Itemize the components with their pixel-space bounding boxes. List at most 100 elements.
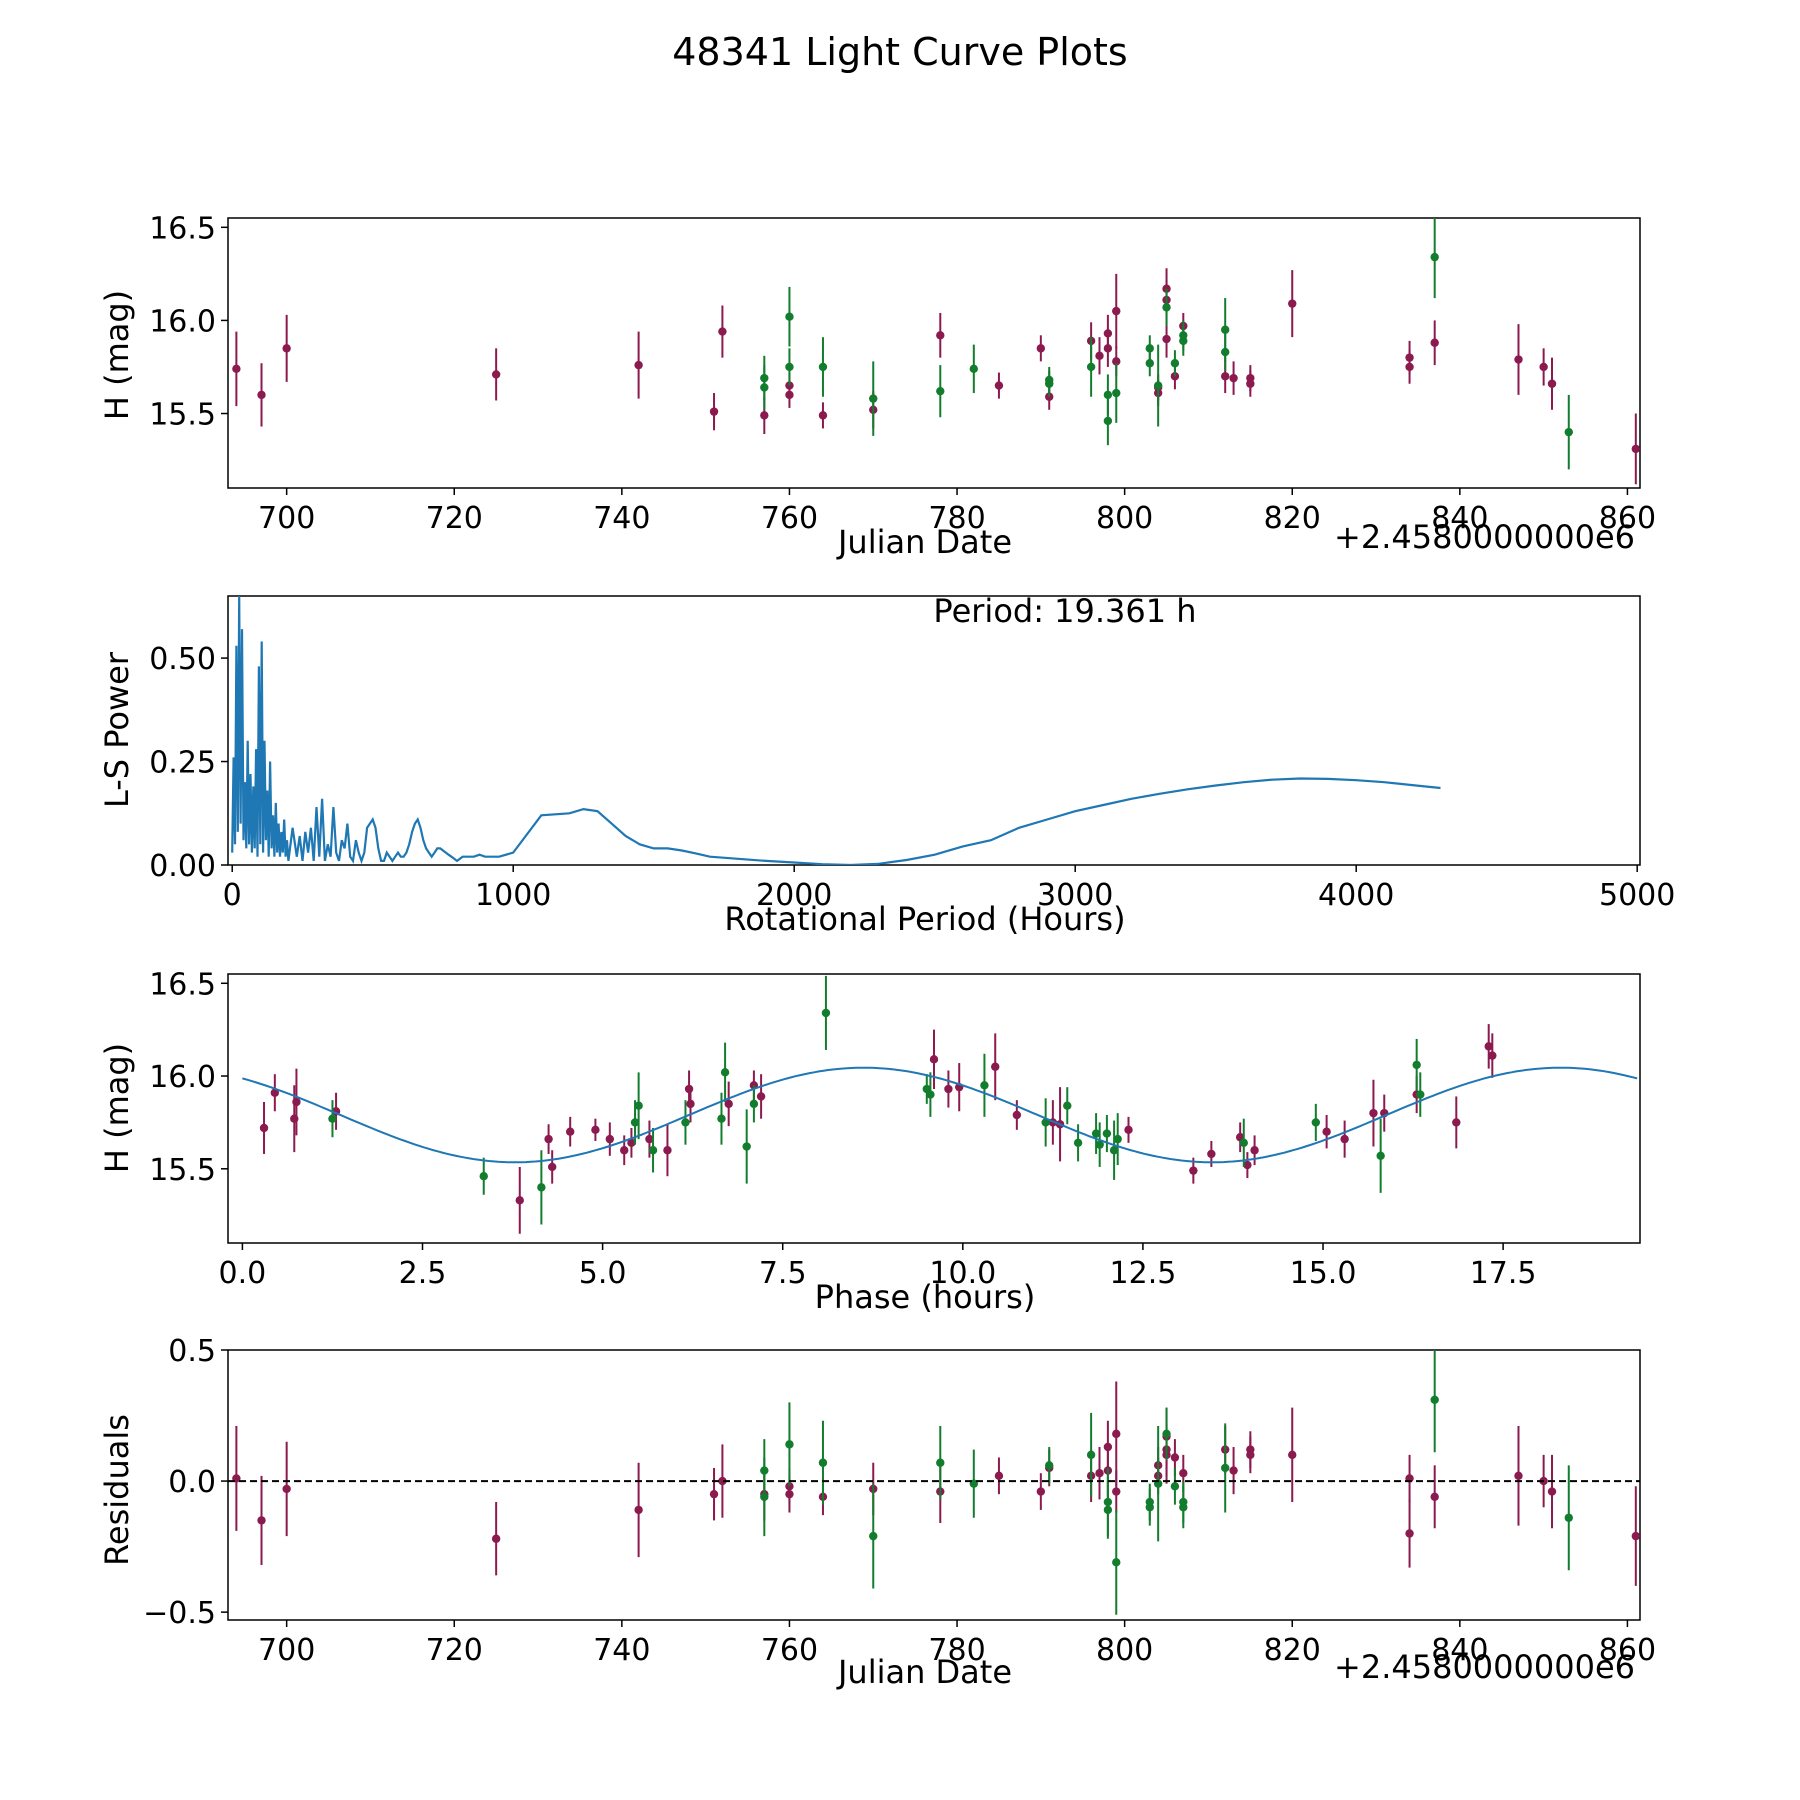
filter-r-point [1405,1529,1414,1538]
residuals-xtick-label: 740 [593,1633,650,1668]
filter-g-point [1220,325,1230,334]
lightcurve-xtick-label: 780 [928,501,985,536]
filter-r-point [994,1471,1004,1481]
filter-r-point [1288,1450,1297,1460]
filter-g-point [630,1118,640,1127]
filter-r-point [1103,1442,1113,1452]
filter-g-point [1170,359,1180,368]
filter-r-point [1189,1166,1198,1175]
filter-r-point [724,1099,733,1109]
filter-r-point [1430,338,1439,347]
filter-r-point [491,370,501,379]
filter-g-point [1162,303,1171,312]
filter-g-point [1073,1138,1083,1148]
residuals-xtick-label: 760 [761,1633,818,1668]
filter-g-point [785,362,794,372]
figure-title: 48341 Light Curve Plots [672,30,1127,74]
filter-r-point [1220,372,1230,381]
filter-g-point [1162,1429,1171,1439]
filter-r-point [1514,1471,1523,1481]
phased-xlabel: Phase (hours) [815,1278,1036,1316]
residuals-xtick-label: 700 [258,1633,315,1668]
phased-xtick-label: 2.5 [399,1256,447,1291]
filter-g-point [1145,1497,1154,1507]
filter-g-point [785,1440,794,1449]
filter-g-point [742,1142,751,1151]
filter-r-point [645,1134,654,1144]
filter-r-point [1124,1125,1133,1135]
filter-r-point [1103,344,1113,353]
filter-r-point [257,390,266,400]
filter-r-point [718,327,727,336]
filter-g-point [1220,347,1230,357]
filter-r-point [1012,1110,1022,1120]
periodogram-line [231,596,1441,865]
filter-g-point [760,373,769,383]
lightcurve-xtick-label: 840 [1431,501,1488,536]
filter-g-point [720,1068,730,1077]
filter-r-point [605,1134,615,1144]
phased-ylabel: H (mag) [98,1043,136,1173]
filter-g-point [1412,1060,1421,1070]
filter-g-point [936,1458,945,1467]
filter-g-point [1311,1118,1321,1127]
filter-r-point [232,364,241,374]
lightcurve-xtick-label: 820 [1264,501,1321,536]
filter-r-point [491,1534,501,1543]
filter-g-point [328,1114,337,1123]
lightcurve-offset-label: +2.4580000000e6 [1334,518,1635,556]
phased-xtick-label: 10.0 [929,1256,996,1291]
periodogram-plot-area: 0 1000 2000 3000 4000 5000 0.00 0.25 0.50 [149,595,1675,913]
filter-r-point [994,381,1004,390]
filter-r-point [663,1146,672,1155]
filter-g-point [1109,1146,1119,1155]
filter-g-point [926,1090,935,1099]
filter-g-point [1045,1461,1054,1470]
filter-r-point [547,1162,557,1172]
periodogram-xtick-label: 3000 [1037,878,1113,913]
filter-g-point [1416,1090,1425,1099]
filter-r-point [936,331,945,340]
filter-g-point [1112,1558,1121,1567]
phased-xtick-label: 5.0 [579,1256,627,1291]
filter-g-point [1170,1482,1180,1491]
filter-g-point [1179,1503,1188,1512]
lightcurve-ytick-label: 16.5 [149,211,216,246]
filter-r-point [544,1134,553,1144]
filter-g-point [634,1101,643,1110]
filter-r-point [1488,1051,1497,1060]
filter-r-point [1229,373,1238,383]
filter-g-point [1103,1505,1113,1515]
filter-g-point [1430,1395,1439,1405]
panel-residuals: 700 720 740 760 780 800 820 840 860 −0.5 0.0 0.5 Ju… [98,1334,1656,1691]
periodogram-xtick-label: 4000 [1318,878,1394,913]
filter-r-point [1452,1118,1461,1127]
filter-r-point [1095,351,1104,360]
filter-g-point [1564,1513,1573,1522]
residuals-xtick-label: 720 [426,1633,483,1668]
filter-g-point [818,1458,828,1467]
filter-r-point [709,407,719,416]
residuals-offset-label: +2.4580000000e6 [1334,1648,1635,1686]
filter-r-point [257,1516,266,1525]
filter-g-point [1145,359,1154,368]
filter-r-point [1514,355,1523,364]
filter-r-point [1243,1160,1252,1170]
periodogram-ytick-label: 0.50 [149,642,216,677]
filter-g-point [1153,381,1163,390]
filter-g-point [1086,1450,1096,1460]
filter-r-point [944,1084,953,1094]
filter-g-point [1103,390,1113,400]
lightcurve-xtick-label: 760 [761,501,818,536]
periodogram-xtick-label: 0 [223,878,242,913]
filter-r-point [684,1084,694,1094]
filter-g-point [869,394,878,403]
phased-xtick-label: 17.5 [1470,1256,1537,1291]
filter-r-point [1112,357,1121,366]
filter-r-point [1170,1453,1180,1462]
lightcurve-ytick-label: 16.0 [149,304,216,339]
filter-r-point [591,1125,600,1135]
filter-g-point [479,1172,488,1181]
panel-lightcurve: 700 720 740 760 780 800 820 840 86015.516.016.5 … [98,211,1656,561]
